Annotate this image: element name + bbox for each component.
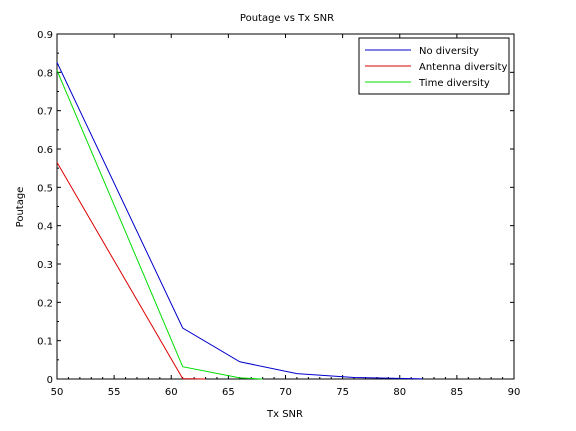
x-tick-label: 65 xyxy=(222,387,235,398)
y-tick-label: 0.7 xyxy=(37,107,53,118)
x-tick-label: 90 xyxy=(508,387,521,398)
series-line-time-diversity xyxy=(56,70,263,380)
x-tick-label: 80 xyxy=(393,387,406,398)
axis-ticks: 50 55 60 65 70 75 80 85 90 0 0.1 0.2 0.3 0.4 0.5 0.6 0.7… xyxy=(37,30,520,398)
series-layer xyxy=(56,62,423,380)
x-tick-label: 75 xyxy=(336,387,349,398)
series-line-antenna-diversity xyxy=(56,162,206,380)
legend-label: Antenna diversity xyxy=(419,62,507,73)
y-tick-label: 0.5 xyxy=(37,183,53,194)
x-tick-label: 85 xyxy=(451,387,464,398)
series-line-no-diversity xyxy=(56,62,423,380)
y-tick-label: 0.4 xyxy=(37,222,53,233)
legend-label: No diversity xyxy=(419,46,479,57)
x-tick-label: 60 xyxy=(165,387,178,398)
y-axis-label: Poutage xyxy=(15,187,26,228)
x-tick-label: 50 xyxy=(51,387,64,398)
chart-title: Poutage vs Tx SNR xyxy=(240,13,334,24)
y-tick-label: 0.8 xyxy=(37,68,53,79)
x-axis-label: Tx SNR xyxy=(266,409,303,420)
y-tick-label: 0.3 xyxy=(37,260,53,271)
y-tick-label: 0.2 xyxy=(37,298,53,309)
y-tick-label: 0.1 xyxy=(37,337,53,348)
legend-label: Time diversity xyxy=(418,78,490,89)
y-tick-label: 0.9 xyxy=(37,30,53,41)
legend: No diversity Antenna diversity Time divers… xyxy=(358,37,510,95)
y-tick-label: 0.6 xyxy=(37,145,53,156)
x-tick-label: 70 xyxy=(279,387,292,398)
x-tick-label: 55 xyxy=(108,387,121,398)
y-tick-label: 0 xyxy=(47,375,53,386)
